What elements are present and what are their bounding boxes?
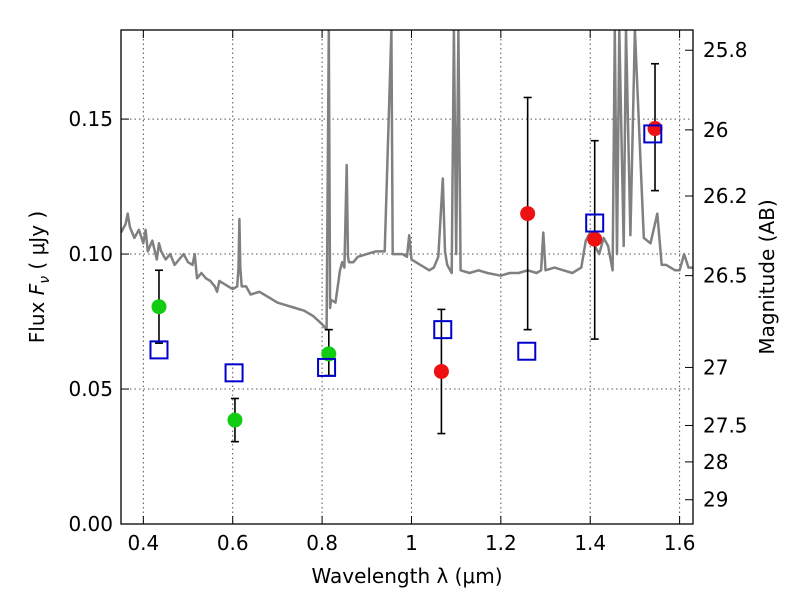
green-data-point xyxy=(227,412,243,428)
x-tick-label: 1.4 xyxy=(574,531,606,555)
x-tick-label: 1 xyxy=(405,531,418,555)
green-data-point xyxy=(321,346,337,362)
marker-layer xyxy=(149,62,663,443)
y-tick-label: 0.00 xyxy=(68,512,113,536)
red-data-point xyxy=(520,206,536,222)
x-axis-title: Wavelength λ (μm) xyxy=(311,564,502,588)
red-data-point xyxy=(433,363,449,379)
x-tick-label: 1.2 xyxy=(485,531,517,555)
y2-tick-label: 25.8 xyxy=(703,38,748,62)
x-tick-label: 1.6 xyxy=(664,531,696,555)
y2-tick-label: 26 xyxy=(703,118,728,142)
grid xyxy=(121,30,693,525)
y2-tick-label: 26.2 xyxy=(703,184,748,208)
y-tick-label: 0.10 xyxy=(68,242,113,266)
model-square-point xyxy=(517,341,537,361)
green-data-point xyxy=(151,299,167,315)
y2-tick-label: 28 xyxy=(703,450,728,474)
y2-tick-label: 27.5 xyxy=(703,413,748,437)
red-data-point xyxy=(647,121,663,137)
y-tick-label: 0.15 xyxy=(68,107,113,131)
spectrum-line xyxy=(121,30,693,331)
model-square-point xyxy=(433,320,453,340)
model-square-point xyxy=(317,357,337,377)
y2-tick-label: 26.5 xyxy=(703,264,748,288)
x-tick-label: 0.8 xyxy=(306,531,338,555)
tick-layer: 0.4 0.6 0.8 1 1.2 1.4 1.6 0.00 0.05 0.10 0.15 25.8 2… xyxy=(68,30,748,555)
model-square-point xyxy=(585,213,605,233)
plot-frame xyxy=(120,29,694,525)
model-square-point xyxy=(643,124,663,144)
model-square-point xyxy=(224,363,244,383)
y2-tick-label: 27 xyxy=(703,355,728,379)
y-axis-title: Flux Fν ( μJy ) xyxy=(25,211,53,343)
y2-axis-title: Magnitude (AB) xyxy=(755,199,779,354)
red-data-point xyxy=(587,231,603,247)
x-tick-label: 0.4 xyxy=(127,531,159,555)
model-square-point xyxy=(149,340,169,360)
spectrum-layer xyxy=(121,30,693,331)
y2-tick-label: 29 xyxy=(703,488,728,512)
x-tick-label: 0.6 xyxy=(217,531,249,555)
y-tick-label: 0.05 xyxy=(68,377,113,401)
